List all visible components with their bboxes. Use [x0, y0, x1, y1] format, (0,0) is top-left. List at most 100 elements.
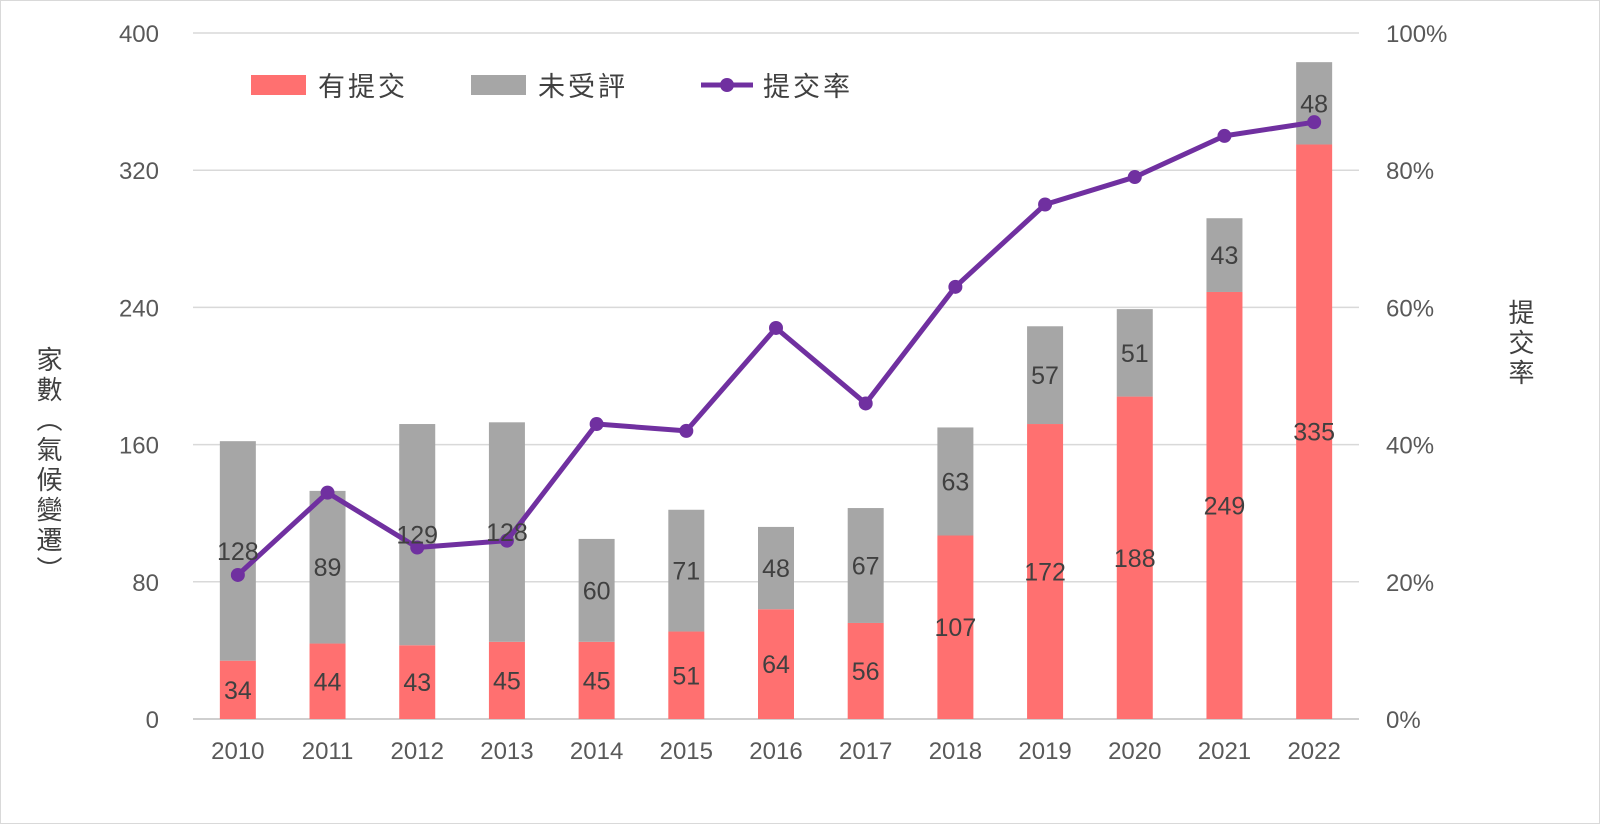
- rate-point: [1127, 170, 1142, 185]
- data-label-unrated: 48: [1300, 90, 1328, 118]
- bar-unrated: [1027, 326, 1064, 425]
- data-label-unrated: 43: [1211, 242, 1239, 270]
- x-tick-label: 2012: [391, 738, 444, 765]
- rate-point: [1217, 128, 1232, 143]
- rate-point: [948, 279, 963, 294]
- rate-point: [1307, 115, 1322, 130]
- bar-unrated: [1116, 309, 1153, 397]
- bar-submitted: [1027, 424, 1064, 719]
- legend-swatch: [471, 74, 526, 95]
- x-tick-label: 2015: [660, 738, 713, 765]
- x-tick-label: 2014: [570, 738, 623, 765]
- y-tick-label: 320: [119, 158, 159, 185]
- bar-submitted: [219, 660, 256, 719]
- data-label-unrated: 128: [217, 538, 259, 566]
- x-tick-label: 2022: [1287, 738, 1340, 765]
- bar-unrated: [219, 441, 256, 661]
- x-tick-label: 2018: [929, 738, 982, 765]
- bar-unrated: [1296, 62, 1333, 145]
- y2-axis-title: 提交率: [1504, 299, 1534, 389]
- bar-submitted: [847, 622, 884, 719]
- x-tick-label: 2013: [480, 738, 533, 765]
- rate-point: [769, 320, 783, 335]
- rate-point: [230, 567, 245, 582]
- legend-item-rate: 提交率: [699, 65, 853, 104]
- rate-point: [858, 396, 873, 411]
- data-label-unrated: 57: [1031, 362, 1059, 390]
- data-label-submitted: 43: [403, 669, 431, 697]
- data-label-unrated: 48: [762, 555, 790, 583]
- legend-label: 有提交: [318, 72, 408, 103]
- y2-tick-label: 100%: [1386, 21, 1447, 48]
- x-tick-label: 2011: [302, 738, 354, 765]
- y-tick-label: 0: [146, 707, 159, 734]
- bar-submitted: [399, 645, 436, 719]
- data-label-submitted: 107: [935, 614, 977, 642]
- rate-point: [410, 540, 425, 555]
- y2-tick-label: 60%: [1386, 295, 1434, 322]
- rate-point: [499, 533, 514, 548]
- bar-submitted: [758, 609, 794, 719]
- data-label-unrated: 129: [396, 522, 438, 550]
- bar-submitted: [578, 641, 615, 719]
- data-label-submitted: 249: [1204, 492, 1246, 520]
- bar-unrated: [937, 427, 974, 536]
- x-tick-label: 2020: [1108, 738, 1161, 765]
- y2-tick-label: 80%: [1386, 158, 1434, 185]
- y2-tick-label: 40%: [1386, 433, 1434, 460]
- bar-unrated: [399, 424, 436, 646]
- y2-tick-label: 20%: [1386, 570, 1434, 597]
- data-label-unrated: 89: [314, 554, 342, 582]
- bar-submitted: [1206, 291, 1243, 719]
- x-tick-label: 2019: [1018, 738, 1071, 765]
- data-label-submitted: 172: [1024, 559, 1066, 587]
- y2-tick-label: 0%: [1386, 707, 1421, 734]
- y-axis-title: 家數（氣候變遷）: [32, 346, 62, 586]
- bar-unrated: [309, 490, 346, 644]
- data-label-submitted: 34: [224, 677, 252, 705]
- bar-submitted: [668, 631, 705, 719]
- legend-item-unrated: 未受評: [471, 65, 628, 104]
- bar-unrated: [668, 509, 705, 632]
- x-tick-label: 2016: [749, 738, 802, 765]
- data-label-unrated: 128: [486, 519, 528, 547]
- legend-line-marker: [701, 77, 753, 92]
- x-tick-label: 2021: [1198, 738, 1251, 765]
- rate-point: [1038, 197, 1053, 212]
- bar-submitted: [488, 641, 525, 719]
- legend-label: 未受評: [538, 72, 628, 103]
- data-label-submitted: 45: [583, 667, 611, 695]
- data-label-submitted: 335: [1293, 419, 1335, 447]
- data-label-submitted: 45: [493, 667, 521, 695]
- bar-unrated: [578, 538, 615, 642]
- bar-submitted: [937, 535, 974, 719]
- y-tick-label: 160: [119, 433, 159, 460]
- y-tick-label: 80: [132, 570, 159, 597]
- legend-label: 提交率: [763, 72, 853, 103]
- y-tick-label: 240: [119, 295, 159, 322]
- bar-submitted: [309, 643, 346, 719]
- bar-unrated: [758, 526, 794, 610]
- data-label-unrated: 63: [941, 468, 969, 496]
- bar-unrated: [1206, 218, 1243, 292]
- rate-point: [679, 423, 694, 438]
- data-label-submitted: 64: [762, 651, 790, 679]
- data-label-unrated: 67: [852, 553, 880, 581]
- legend-swatch: [251, 74, 306, 95]
- y-tick-label: 400: [119, 21, 159, 48]
- data-label-submitted: 56: [852, 658, 880, 686]
- x-tick-label: 2010: [211, 738, 264, 765]
- rate-point: [589, 417, 604, 432]
- data-label-submitted: 44: [314, 668, 342, 696]
- bar-submitted: [1296, 144, 1333, 720]
- bar-submitted: [1116, 396, 1153, 719]
- x-tick-label: 2017: [839, 738, 892, 765]
- bar-unrated: [488, 422, 525, 642]
- rate-point: [320, 485, 335, 500]
- data-label-unrated: 71: [672, 558, 700, 586]
- data-label-submitted: 51: [672, 662, 700, 690]
- data-label-submitted: 188: [1114, 545, 1156, 573]
- bar-unrated: [847, 508, 884, 623]
